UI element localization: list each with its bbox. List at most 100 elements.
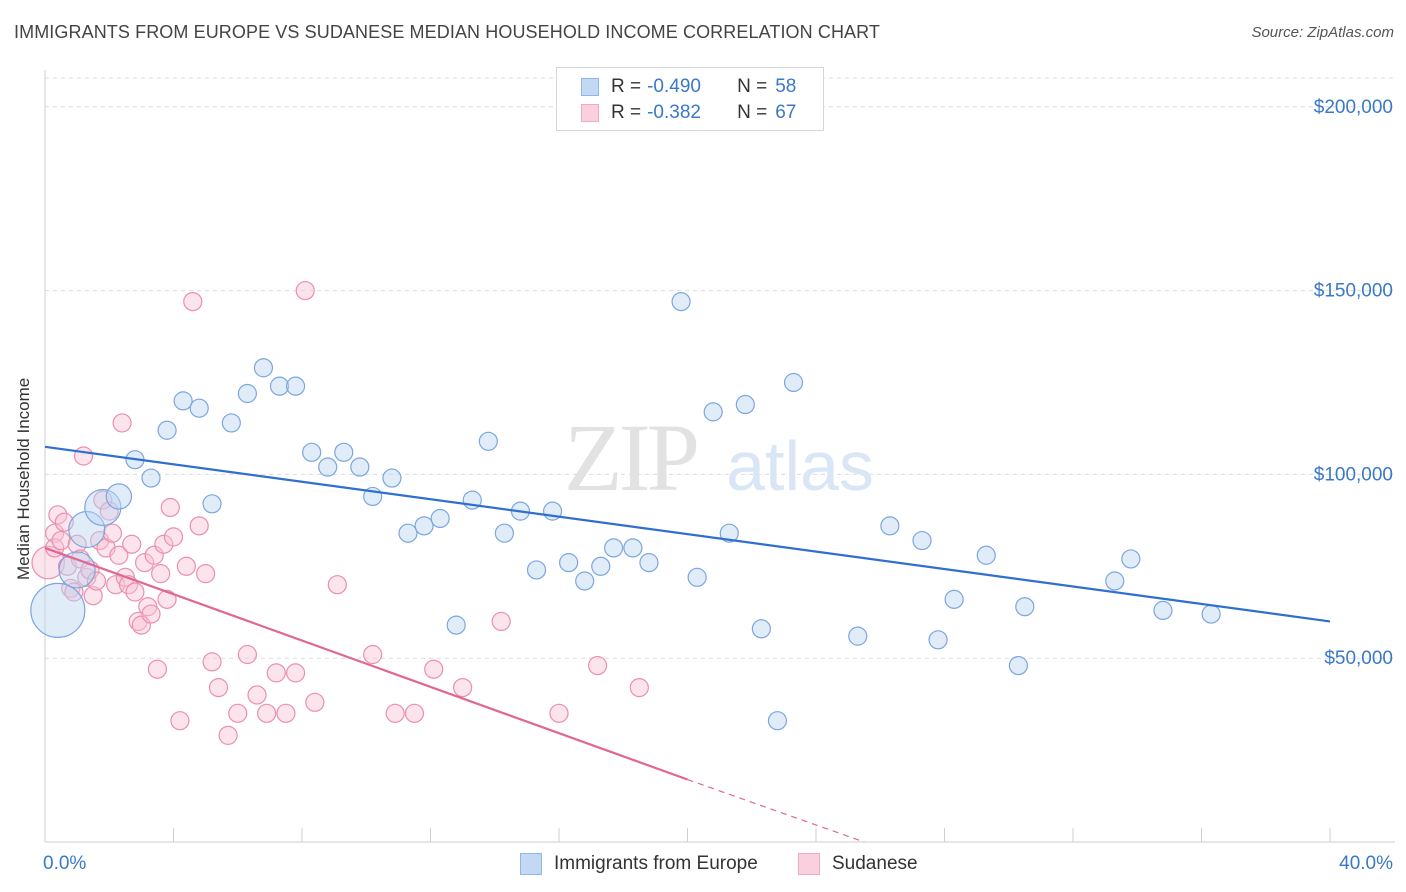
- europe-point: [1008, 655, 1028, 676]
- europe-point: [157, 420, 177, 440]
- sudanese-point: [144, 545, 164, 565]
- europe-point: [430, 508, 450, 529]
- europe-point: [253, 358, 274, 378]
- europe-point: [783, 372, 804, 393]
- y-tick-label: $150,000: [1314, 281, 1393, 302]
- sudanese-point: [228, 703, 248, 723]
- sudanese-point: [31, 545, 66, 580]
- sudanese-point: [202, 652, 222, 672]
- y-tick-label: $100,000: [1314, 464, 1393, 485]
- sudanese-point: [453, 677, 473, 698]
- europe-point: [848, 626, 868, 646]
- legend-r-value-sudanese: -0.382: [647, 102, 701, 123]
- correlation-legend: R = -0.490 N = 58 R = -0.382 N = 67: [556, 67, 824, 131]
- bottom-legend-sudanese: Sudanese: [798, 852, 918, 876]
- sudanese-point: [170, 711, 190, 731]
- sudanese-point: [112, 413, 132, 433]
- legend-n-label: N =: [737, 76, 768, 97]
- x-tick-label-min: 0.0%: [43, 853, 86, 874]
- europe-point: [494, 523, 514, 543]
- sudanese-point: [151, 564, 171, 584]
- europe-point: [350, 457, 370, 477]
- sudanese-point: [385, 703, 405, 723]
- europe-point: [221, 413, 241, 433]
- sudanese-point: [147, 659, 168, 679]
- legend-n-value-sudanese: 67: [775, 102, 797, 123]
- tick-labels: $50,000 $100,000 $150,000 $200,000 0.0% 40.0%: [43, 97, 1393, 874]
- bottom-legend-swatch-sudanese: [798, 853, 820, 875]
- sudanese-point: [131, 615, 151, 635]
- sudanese-points: [31, 280, 649, 745]
- bottom-legend-label-sudanese: Sudanese: [832, 853, 918, 874]
- sudanese-point: [176, 556, 196, 576]
- legend-n-label: N =: [737, 102, 768, 123]
- sudanese-point: [247, 685, 267, 705]
- gridlines: [45, 77, 1395, 659]
- watermark-zip: ZIP: [564, 404, 697, 511]
- legend-n-value-europe: 58: [775, 76, 797, 97]
- trend-line-sudanese-extension: [687, 778, 865, 843]
- sudanese-point: [51, 530, 71, 551]
- sudanese-point: [160, 497, 180, 518]
- europe-point: [944, 589, 964, 609]
- trend-line-europe: [44, 445, 1331, 623]
- sudanese-point: [73, 446, 94, 466]
- sudanese-point: [99, 501, 119, 521]
- bottom-legend-label-europe: Immigrants from Europe: [554, 853, 758, 874]
- europe-point: [202, 494, 222, 514]
- europe-point: [1121, 549, 1141, 569]
- europe-point: [318, 457, 338, 477]
- legend-swatch-europe: [581, 78, 599, 96]
- europe-point: [414, 516, 434, 536]
- sudanese-point: [491, 611, 511, 632]
- europe-point: [398, 523, 418, 543]
- axes: [44, 70, 1395, 843]
- bottom-legend-swatch-europe: [520, 853, 542, 875]
- europe-point: [767, 711, 788, 731]
- europe-point: [719, 523, 739, 543]
- sudanese-point: [93, 490, 113, 510]
- europe-point: [703, 402, 723, 422]
- europe-point: [382, 468, 402, 488]
- sudanese-point: [83, 586, 103, 606]
- sudanese-point: [208, 677, 229, 698]
- sudanese-point: [157, 589, 177, 609]
- sudanese-point: [285, 663, 306, 683]
- sudanese-point: [266, 663, 286, 683]
- europe-point: [687, 567, 707, 587]
- source-label: Source: ZipAtlas.com: [1251, 24, 1394, 41]
- europe-point: [671, 292, 691, 312]
- europe-point: [928, 630, 948, 650]
- sudanese-point: [134, 553, 155, 573]
- europe-point: [173, 391, 193, 411]
- chart-title: IMMIGRANTS FROM EUROPE VS SUDANESE MEDIA…: [14, 22, 881, 42]
- sudanese-point: [237, 644, 257, 665]
- trend-line-sudanese: [44, 546, 688, 781]
- y-tick-label: $200,000: [1314, 97, 1393, 118]
- legend-r-label: R =: [611, 76, 642, 97]
- x-tick-label-max: 40.0%: [1339, 853, 1393, 874]
- europe-point: [604, 538, 624, 558]
- sudanese-point: [102, 523, 123, 543]
- europe-point: [880, 516, 900, 536]
- europe-point: [269, 376, 290, 396]
- sudanese-point: [45, 523, 65, 543]
- sudanese-point: [404, 703, 425, 723]
- europe-point: [58, 551, 96, 589]
- y-tick-label: $50,000: [1324, 648, 1393, 669]
- sudanese-point: [257, 703, 277, 723]
- sudanese-point: [424, 659, 444, 679]
- bottom-legend-europe: Immigrants from Europe: [520, 852, 758, 876]
- europe-point: [559, 553, 579, 573]
- legend-r-label: R =: [611, 102, 642, 123]
- sudanese-point: [141, 604, 161, 624]
- europe-point: [591, 556, 611, 576]
- europe-point: [478, 431, 498, 451]
- legend-swatch-sudanese: [581, 104, 599, 122]
- sudanese-point: [163, 527, 184, 547]
- europe-point: [446, 615, 466, 635]
- sudanese-point: [189, 516, 209, 536]
- europe-point: [1201, 604, 1221, 624]
- legend-row-europe: R = -0.490 N = 58: [581, 74, 796, 100]
